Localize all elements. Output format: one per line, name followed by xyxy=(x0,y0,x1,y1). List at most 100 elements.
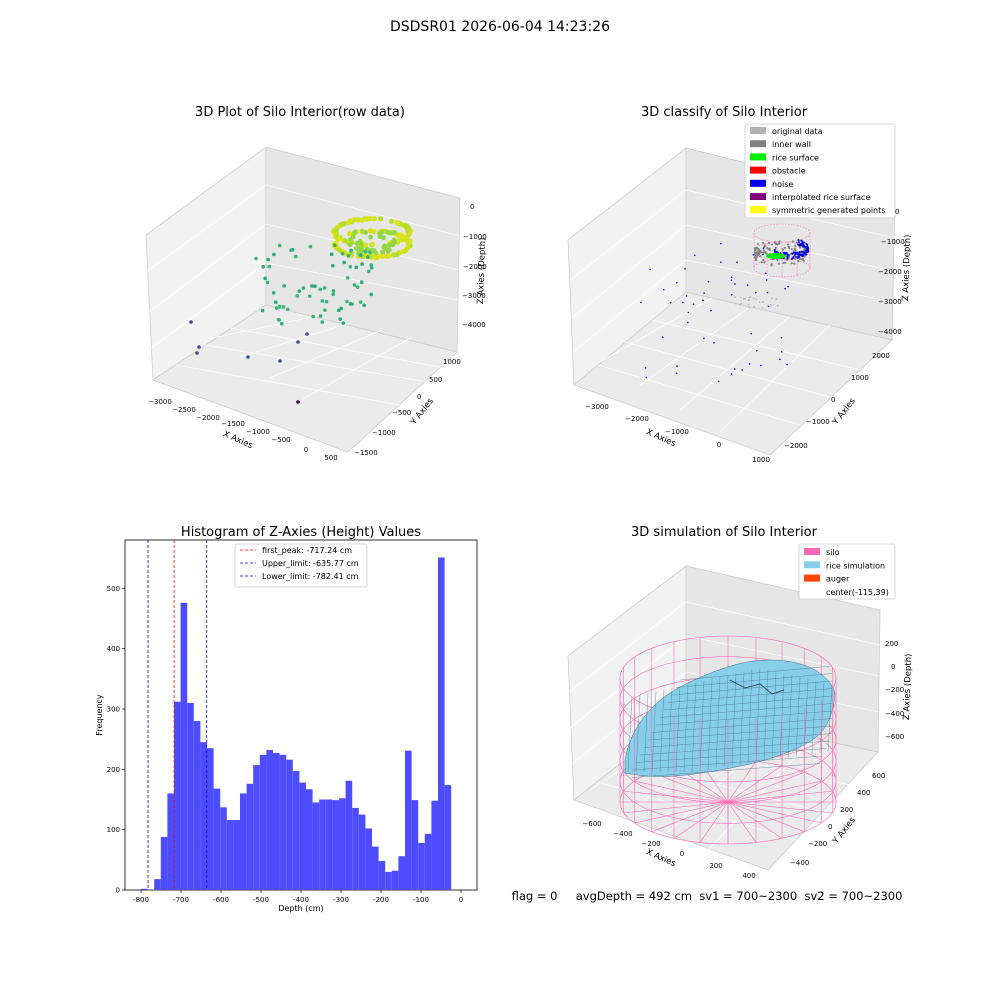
classified-point-noise xyxy=(776,251,779,254)
classified-point-noise xyxy=(792,251,795,254)
raw-point xyxy=(392,229,397,235)
panel1-ztick: −4000 xyxy=(462,321,486,329)
raw-point xyxy=(405,226,411,232)
panel1-ytick: −1000 xyxy=(372,429,396,437)
classified-point-noise xyxy=(719,242,722,245)
histogram-bar xyxy=(319,799,326,890)
classified-point-original xyxy=(761,301,764,303)
histogram-ytick-label: 0 xyxy=(116,887,120,895)
histogram-bar xyxy=(352,807,359,890)
classify-legend-label: symmetric generated points xyxy=(772,206,885,215)
classified-point-inner-wall xyxy=(754,258,758,262)
panel1-xtick: −500 xyxy=(271,436,290,444)
raw-point xyxy=(371,254,377,260)
classified-point-noise xyxy=(719,261,722,263)
classify-legend-swatch xyxy=(750,153,766,161)
raw-point xyxy=(378,230,384,235)
raw-point xyxy=(346,254,351,258)
classified-point-inner-wall xyxy=(759,254,762,258)
classified-point-noise xyxy=(794,255,797,258)
panel4-ytick: −400 xyxy=(790,859,809,867)
histogram-bar xyxy=(444,785,452,890)
raw-point xyxy=(318,287,323,292)
panel4-silo-front xyxy=(619,678,833,844)
panel4-ytick: 0 xyxy=(828,823,832,831)
histogram-bar xyxy=(299,782,306,890)
classify-legend-swatch xyxy=(750,127,766,134)
raw-point xyxy=(369,241,376,247)
histogram-legend-label: Upper_limit: -635.77 cm xyxy=(262,559,359,568)
histogram-xtick-label: -700 xyxy=(173,896,189,904)
histogram-bar xyxy=(405,750,412,890)
rice-mesh-line xyxy=(659,703,833,718)
silo-floor-spoke xyxy=(651,801,729,832)
panel2-xtick: −2000 xyxy=(625,415,649,423)
histogram-xtick-label: -300 xyxy=(333,896,349,904)
panel2-grid xyxy=(569,189,896,433)
panel1-xtick: −1500 xyxy=(221,420,245,428)
classified-point-noise xyxy=(779,358,781,361)
classified-point-inner-wall xyxy=(790,262,793,265)
histogram-bar xyxy=(411,800,419,890)
classified-point-noise xyxy=(798,251,801,254)
raw-point xyxy=(384,253,390,259)
classify-legend-label: rice surface xyxy=(772,153,819,162)
rice-mesh-line xyxy=(667,688,833,703)
raw-point xyxy=(338,317,343,321)
raw-point xyxy=(385,230,391,236)
classified-point-noise xyxy=(786,257,789,260)
histogram-xtick-label: 0 xyxy=(459,896,463,904)
raw-point xyxy=(341,321,346,325)
histogram-bar xyxy=(292,771,300,890)
histogram-xtick-label: -200 xyxy=(373,896,389,904)
panel2-ytick: 1000 xyxy=(851,374,869,382)
raw-point xyxy=(352,229,358,235)
histogram-bar xyxy=(266,750,273,890)
panel2-ytick: −2000 xyxy=(784,442,808,450)
silo-floor-spoke xyxy=(727,772,805,803)
classified-point-inner-wall xyxy=(778,240,781,243)
classify-legend-label: inner wall xyxy=(772,140,811,149)
raw-point xyxy=(266,257,270,262)
panel1-title: 3D Plot of Silo Interior(row data) xyxy=(195,105,405,120)
classified-point-noise xyxy=(710,309,712,312)
classified-point-inner-wall xyxy=(754,247,757,250)
raw-point xyxy=(261,265,265,269)
classified-point-noise xyxy=(687,311,690,314)
raw-point xyxy=(347,242,353,248)
panel3-vlines xyxy=(147,540,208,890)
classified-point-noise xyxy=(640,301,642,304)
raw-point xyxy=(323,308,327,312)
histogram-bar xyxy=(154,879,161,890)
classified-point-noise xyxy=(750,333,752,335)
classified-point-noise xyxy=(800,250,803,253)
classified-point-inner-wall xyxy=(799,246,802,249)
histogram-bar xyxy=(233,820,240,890)
panel4-ztick: −400 xyxy=(885,710,904,718)
panel1-points xyxy=(189,215,414,404)
classified-point-noise xyxy=(730,279,733,281)
classify-legend-swatch xyxy=(750,166,766,174)
classified-point-noise xyxy=(787,285,789,288)
rice-mesh-line xyxy=(811,680,817,755)
panel4-ytick: 400 xyxy=(857,789,870,797)
classified-point-original xyxy=(748,298,751,301)
histogram-xtick-label: -400 xyxy=(293,896,309,904)
classify-legend-swatch xyxy=(750,193,766,200)
raw-point xyxy=(311,314,315,319)
histogram-bar xyxy=(378,861,386,890)
histogram-bar xyxy=(438,557,445,890)
panel-classify: 3D classify of Silo Interior −3000 −2000… xyxy=(567,105,913,464)
classified-point-inner-wall xyxy=(762,258,765,262)
classified-point-noise xyxy=(780,351,783,353)
raw-point xyxy=(348,237,353,242)
panel2-xtick: 1000 xyxy=(752,456,770,464)
classified-point-noise xyxy=(734,283,736,285)
rice-mesh-line xyxy=(667,687,673,773)
panel4-zlabel: Z Axies (Depth) xyxy=(902,653,914,720)
panel2-pane-floor xyxy=(573,291,893,456)
raw-point xyxy=(359,280,364,285)
classified-point-noise xyxy=(760,364,762,367)
classify-legend-swatch xyxy=(750,179,766,187)
